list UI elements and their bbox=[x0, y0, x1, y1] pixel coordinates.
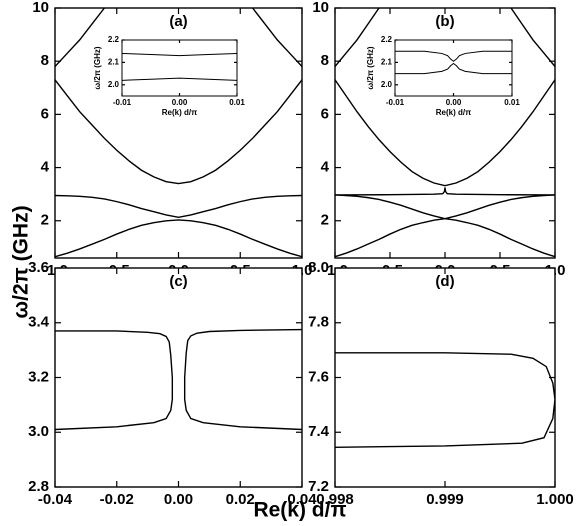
y-tick-label: 2.2 bbox=[108, 35, 120, 44]
curve bbox=[252, 8, 302, 67]
y-tick-label: 6 bbox=[41, 105, 49, 122]
x-tick-label: 0.04 bbox=[287, 491, 317, 508]
x-tick-label: -0.01 bbox=[113, 98, 132, 107]
y-tick-label: 2.1 bbox=[108, 58, 120, 67]
x-tick-label: -0.01 bbox=[386, 98, 405, 107]
panel: -0.04 -0.02 0.00 0.02 0.04 2.8 3.0 3.2 3.4 3.6 (c) bbox=[28, 259, 317, 508]
y-tick-label: 2.2 bbox=[381, 35, 393, 44]
panel: 0.998 0.999 1.000 7.2 7.4 7.6 7.8 8.0 (d) bbox=[308, 259, 574, 508]
y-tick-label: 4 bbox=[321, 159, 330, 176]
curve bbox=[183, 328, 302, 431]
inset-y-label: ω/2π (GHz) bbox=[93, 46, 102, 89]
x-tick-label: 0.998 bbox=[316, 491, 354, 508]
plot-area bbox=[395, 40, 512, 96]
x-tick-label: 0.01 bbox=[504, 98, 520, 107]
x-tick-label: 0.02 bbox=[226, 491, 255, 508]
y-tick-label: 3.2 bbox=[28, 368, 49, 385]
curve bbox=[510, 8, 555, 67]
y-tick-label: 7.4 bbox=[308, 423, 330, 440]
plot-area bbox=[335, 268, 555, 487]
panel-title: (c) bbox=[169, 273, 187, 290]
curve bbox=[395, 62, 512, 75]
y-tick-label: 4 bbox=[41, 159, 50, 176]
y-tick-label: 3.6 bbox=[28, 259, 49, 276]
curve bbox=[55, 8, 105, 67]
y-tick-label: 2.1 bbox=[381, 58, 393, 67]
y-tick-label: 3.0 bbox=[28, 423, 49, 440]
inset-x-label: Re(k) d/π bbox=[436, 108, 471, 117]
inset-y-label: ω/2π (GHz) bbox=[366, 46, 375, 89]
x-tick-label: 0.00 bbox=[446, 98, 462, 107]
y-tick-label: 10 bbox=[32, 0, 49, 16]
plot-area bbox=[122, 40, 237, 96]
y-tick-label: 6 bbox=[321, 105, 329, 122]
x-tick-label: 0.01 bbox=[229, 98, 245, 107]
curve bbox=[395, 50, 512, 62]
y-tick-label: 3.4 bbox=[28, 314, 50, 331]
y-tick-label: 8 bbox=[41, 52, 49, 69]
x-tick-label: -0.02 bbox=[100, 491, 134, 508]
curve bbox=[335, 194, 555, 258]
y-axis-label: ω/2π (GHz) bbox=[10, 205, 33, 318]
curve bbox=[55, 330, 174, 431]
x-tick-label: -0.04 bbox=[38, 491, 73, 508]
y-tick-label: 8.0 bbox=[308, 259, 329, 276]
x-tick-label: 1.000 bbox=[536, 491, 574, 508]
y-tick-label: 7.2 bbox=[308, 478, 329, 495]
panel-title: (b) bbox=[435, 13, 454, 30]
y-tick-label: 7.8 bbox=[308, 314, 329, 331]
y-tick-label: 2.8 bbox=[28, 478, 49, 495]
panel: -0.01 0.00 0.01 2.0 2.1 2.2 Re(k) d/π ω/2π (GHz… bbox=[93, 35, 245, 117]
panel-title: (d) bbox=[435, 273, 454, 290]
x-tick-label: 0.00 bbox=[164, 491, 193, 508]
curve bbox=[122, 77, 237, 81]
curve bbox=[335, 8, 380, 67]
plot-area bbox=[55, 268, 302, 487]
panel: -0.01 0.00 0.01 2.0 2.1 2.2 Re(k) d/π ω/2π (GHz… bbox=[366, 35, 520, 117]
panel-title: (a) bbox=[169, 13, 187, 30]
x-tick-label: 0.999 bbox=[426, 491, 464, 508]
y-tick-label: 8 bbox=[321, 52, 329, 69]
curve bbox=[55, 219, 302, 258]
curve bbox=[55, 79, 302, 185]
curve bbox=[55, 194, 302, 219]
inset-x-label: Re(k) d/π bbox=[162, 108, 197, 117]
x-tick-label: 0.00 bbox=[172, 98, 188, 107]
y-tick-label: 10 bbox=[312, 0, 329, 16]
y-tick-label: 7.6 bbox=[308, 368, 329, 385]
curve bbox=[122, 52, 237, 57]
y-tick-label: 2 bbox=[41, 212, 49, 229]
x-axis-label: Re(k) d/π bbox=[253, 499, 346, 522]
curve bbox=[335, 187, 555, 196]
curve bbox=[335, 79, 555, 187]
y-tick-label: 2.0 bbox=[381, 80, 393, 89]
curve bbox=[335, 352, 555, 449]
y-tick-label: 2.0 bbox=[108, 80, 120, 89]
y-tick-label: 2 bbox=[321, 212, 329, 229]
